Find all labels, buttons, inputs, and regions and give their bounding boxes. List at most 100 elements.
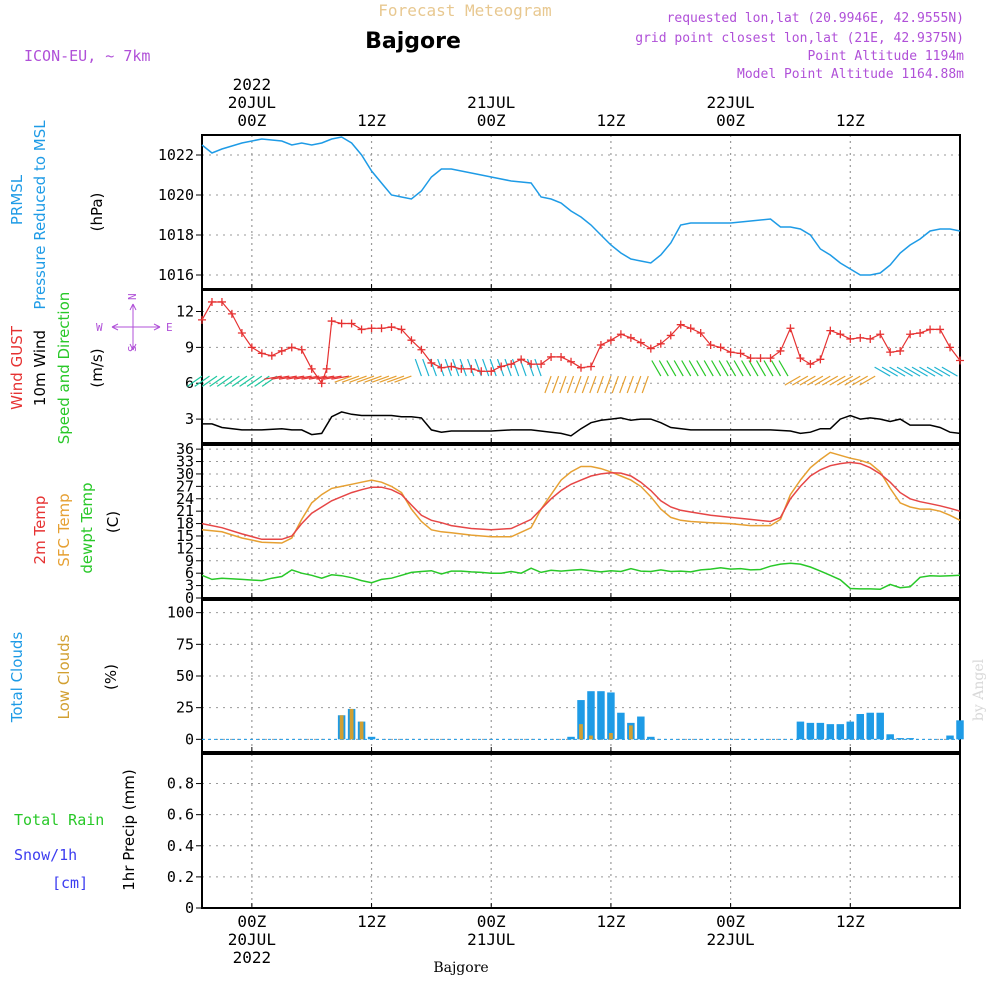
wind-gust-marker: [866, 335, 875, 344]
wind-gust-marker: [397, 325, 406, 334]
sfc-temp-line: [201, 451, 961, 544]
total-cloud-bar: [597, 691, 605, 740]
wind-gust-marker: [816, 355, 825, 364]
wind-arrow: [666, 360, 677, 377]
low-cloud-bar: [628, 725, 633, 740]
wind-gust-marker: [557, 352, 566, 361]
low-cloud-bar: [589, 735, 593, 740]
precip-background: [202, 754, 960, 908]
top-time-label: 12Z: [836, 111, 865, 130]
wind-gust-marker: [606, 336, 615, 345]
wind-gust-marker: [467, 364, 476, 373]
total-cloud-bar: [617, 712, 625, 740]
point-altitude: Point Altitude 1194m: [807, 49, 964, 64]
wind-arrow: [733, 360, 744, 377]
temp-ytick-label: 27: [176, 477, 194, 495]
wind-label-direction: Speed and Direction: [55, 292, 73, 445]
temp-label-2m: 2m Temp: [31, 496, 49, 565]
wind-arrow: [489, 358, 497, 377]
wind-gust-marker: [477, 367, 486, 376]
low-cloud-bar: [609, 733, 613, 740]
precip-frame: [201, 753, 961, 909]
wind-gust-marker: [756, 354, 765, 363]
clouds-label-total: Total Clouds: [8, 632, 26, 724]
wind-gust-marker: [876, 330, 885, 339]
wind-arrow: [784, 375, 801, 386]
wind-frame: [201, 289, 961, 444]
bottom-time-label: 22JUL: [707, 930, 755, 949]
wind-arrow: [770, 360, 782, 377]
wind-arrow: [641, 375, 649, 394]
bottom-time-label: 00Z: [477, 912, 506, 931]
wind-label-10m: 10m Wind: [31, 330, 49, 406]
wind-gust-marker: [257, 349, 266, 358]
total-cloud-bar: [826, 724, 835, 740]
wind-gust-marker: [237, 329, 246, 338]
total-cloud-bar: [836, 724, 845, 740]
wind-gust-marker: [387, 323, 396, 332]
bottom-time-label: 12Z: [596, 912, 625, 931]
compass-north: N: [126, 293, 139, 300]
wind-gust-marker: [267, 351, 276, 360]
total-cloud-bar: [816, 722, 825, 740]
wind-gust-marker: [547, 352, 556, 361]
wind-arrow: [356, 375, 375, 383]
grid-point-coords: grid point closest lon,lat (21E, 42.9375…: [635, 31, 964, 46]
wind-arrow: [194, 375, 210, 387]
temp-label-sfc: SFC Temp: [55, 493, 73, 566]
bottom-time-label: 21JUL: [467, 930, 515, 949]
t2m-line: [201, 461, 961, 541]
total-cloud-bar: [367, 736, 376, 740]
compass-rose-icon: [111, 303, 161, 351]
precip-ytick-label: 0.8: [167, 775, 194, 793]
wind-legend: Wind GUST 10m Wind Speed and Direction (m/s…: [8, 292, 173, 445]
wind-arrow: [209, 375, 225, 387]
temp-ytick-label: 24: [176, 490, 194, 508]
wind-arrow: [589, 375, 597, 394]
wind-arrow: [934, 366, 951, 377]
total-cloud-bar: [906, 738, 914, 740]
wind-arrow: [364, 375, 382, 383]
bottom-time-label: 20JUL: [228, 930, 276, 949]
wind-label-gust: Wind GUST: [8, 325, 26, 410]
low-cloud-bar: [579, 724, 583, 740]
total-cloud-bar: [567, 736, 575, 740]
total-cloud-bar: [846, 721, 855, 740]
wind-arrow: [658, 360, 669, 377]
top-time-label: 12Z: [357, 111, 386, 130]
clouds-unit-label: (%): [102, 664, 120, 690]
wind-gust-marker: [586, 362, 595, 371]
clouds-frame: [201, 599, 961, 753]
top-time-label: 00Z: [477, 111, 506, 130]
wind-arrow: [911, 366, 928, 377]
clouds-ytick-label: 25: [176, 699, 194, 717]
wind-gust-marker: [846, 335, 855, 344]
wind-gust-marker: [646, 344, 655, 353]
wind-arrow: [349, 375, 367, 383]
wind-arrow: [371, 375, 390, 383]
wind-gust-marker: [227, 309, 236, 318]
wind-gust-marker: [676, 320, 685, 329]
pressure-ytick-label: 1020: [158, 186, 194, 204]
wind-arrow: [386, 375, 405, 383]
wind-arrow: [316, 375, 335, 380]
model-altitude: Model Point Altitude 1164.88m: [737, 67, 964, 82]
wind-gust-marker: [567, 357, 576, 366]
wind-arrow: [444, 358, 452, 377]
pressure-legend: PRMSL Pressure Reduced to MSL (hPa): [8, 120, 106, 310]
pressure-label-msl: Pressure Reduced to MSL: [31, 120, 49, 310]
wind-gust-marker: [696, 329, 705, 338]
temp-unit-label: (C): [104, 511, 122, 533]
wind-arrow: [534, 358, 542, 377]
top-time-label: 00Z: [237, 111, 266, 130]
precip-ytick-label: 0: [185, 899, 194, 917]
wind-arrow: [511, 358, 520, 377]
total-cloud-bar: [896, 738, 904, 740]
temperature-legend: 2m Temp SFC Temp dewpt Temp (C): [31, 482, 122, 573]
wind-arrow: [755, 360, 767, 377]
temp-ytick-label: 15: [176, 527, 194, 545]
wind-arrow: [874, 366, 891, 377]
wind-gust-marker: [247, 343, 256, 352]
wind-gust-marker: [347, 319, 356, 328]
